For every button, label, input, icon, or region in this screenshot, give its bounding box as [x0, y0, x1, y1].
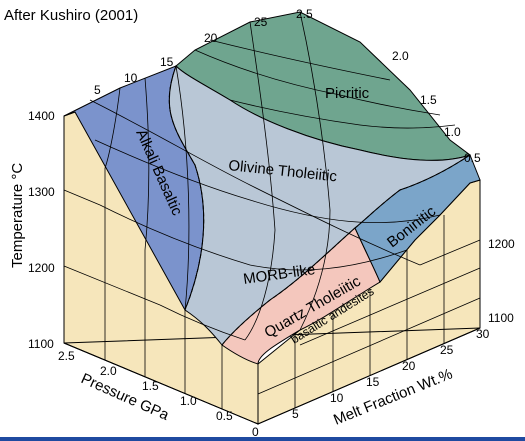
temperature-tick: 1100 [28, 337, 54, 351]
melt-tick-top: 10 [124, 71, 138, 85]
bottom-border [0, 437, 525, 441]
pressure-tick: 0 [252, 425, 259, 439]
pressure-tick-back: 1.5 [420, 93, 437, 107]
left-wall-grid [63, 168, 259, 425]
melt-tick: 5 [292, 407, 299, 421]
melt-tick: 25 [440, 343, 454, 357]
temperature-tick-right: 1100 [488, 311, 514, 325]
melt-tick-top: 20 [204, 31, 218, 45]
melt-tick-top: 25 [254, 15, 268, 29]
pressure-tick: 1.0 [180, 394, 197, 408]
temperature-tick: 1200 [28, 261, 55, 275]
pressure-tick-back: 1.0 [444, 125, 461, 139]
temperature-tick: 1300 [28, 185, 55, 199]
pressure-tick-back: 0.5 [464, 151, 481, 165]
melt-tick: 30 [476, 327, 490, 341]
pressure-tick: 0.5 [216, 409, 233, 423]
temperature-axis-label: Temperature °C [9, 163, 26, 268]
right-wall-grid [257, 215, 481, 408]
temperature-tick-right: 1200 [488, 237, 515, 251]
pressure-tick: 1.5 [142, 379, 159, 393]
pressure-tick: 2.0 [100, 364, 117, 378]
region-label-picritic: Picritic [325, 85, 370, 102]
temperature-tick: 1400 [28, 109, 55, 123]
melt-tick: 10 [330, 391, 344, 405]
dashed-boundaries [168, 65, 471, 346]
citation: After Kushiro (2001) [4, 7, 138, 24]
pressure-tick-back: 2.0 [392, 49, 409, 63]
melt-tick: 20 [402, 359, 416, 373]
pressure-tick: 2.5 [58, 349, 75, 363]
melt-tick: 15 [366, 375, 380, 389]
pressure-tick-back: 2.5 [296, 7, 313, 21]
melt-tick-top: 15 [160, 55, 174, 69]
melt-tick-top: 5 [94, 83, 101, 97]
surface-grid [89, 11, 456, 341]
